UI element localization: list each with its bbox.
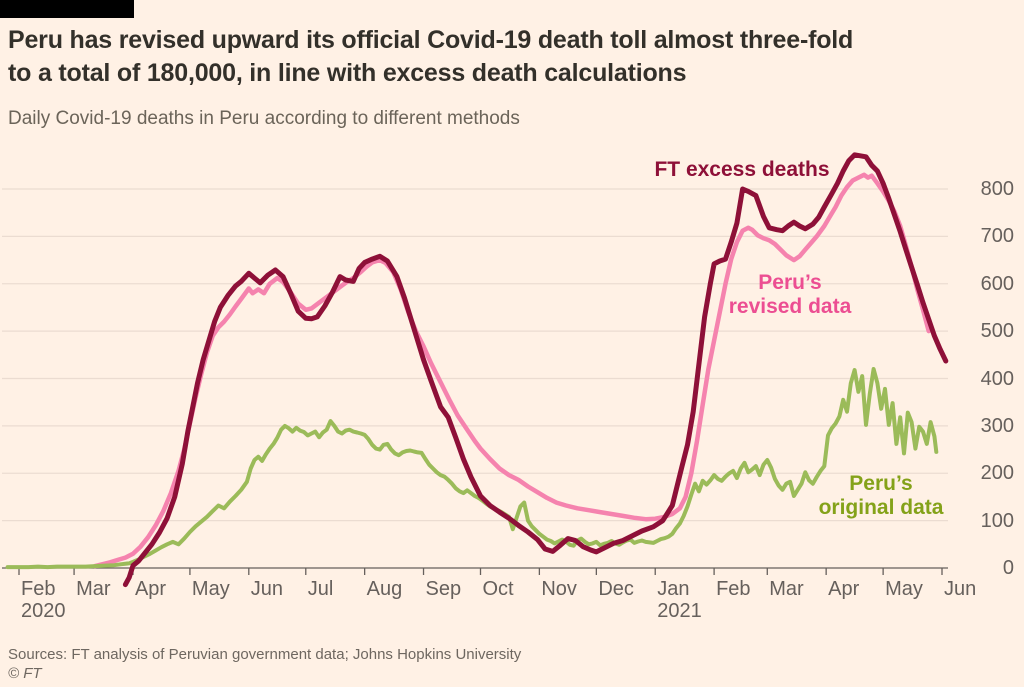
x-axis-label-feb-0: Feb (21, 578, 56, 600)
series-label-peru-s-revised-data: Peru’s revised data (728, 271, 852, 318)
x-axis-label-jan-11: Jan (657, 578, 690, 600)
x-axis-label-may-15: May (885, 578, 923, 600)
x-axis (2, 567, 948, 575)
y-axis-label-400: 400 (980, 367, 1014, 390)
y-axis-label-700: 700 (980, 225, 1014, 248)
y-axis-label-300: 300 (980, 414, 1014, 437)
x-axis-label-mar-13: Mar (769, 578, 804, 600)
gridlines (2, 188, 948, 522)
x-axis-label-feb-12: Feb (716, 578, 751, 600)
x-axis-label-dec-10: Dec (598, 578, 634, 600)
x-axis-year-label-2021: 2021 (657, 600, 702, 622)
chart-title-line1: Peru has revised upward its official Cov… (8, 26, 854, 54)
line-peru-s-revised-data (92, 172, 931, 569)
y-axis-label-200: 200 (980, 462, 1014, 485)
data-lines (5, 152, 949, 588)
x-axis-label-jul-5: Jul (307, 578, 334, 600)
copyright-note: © FT (8, 665, 42, 682)
series-label-peru-s-original-data: Peru’s original data (818, 472, 944, 519)
line-peru-s-original-data (5, 367, 939, 570)
y-axis-label-600: 600 (980, 272, 1014, 295)
x-axis-year-label-2020: 2020 (21, 600, 66, 622)
x-axis-label-nov-9: Nov (541, 578, 577, 600)
x-axis-label-may-3: May (191, 578, 230, 600)
ft-brand-bar (0, 0, 134, 18)
x-axis-label-apr-2: Apr (134, 578, 167, 600)
y-axis-label-800: 800 (980, 178, 1014, 200)
chart-title-line2: to a total of 180,000, in line with exce… (8, 59, 687, 87)
x-axis-label-aug-6: Aug (366, 578, 403, 600)
x-axis-label-oct-8: Oct (482, 578, 514, 600)
chart-subtitle: Daily Covid-19 deaths in Peru according … (8, 108, 520, 129)
x-axis-label-jun-16: Jun (944, 578, 977, 600)
line-ft-excess-deaths (122, 152, 949, 588)
y-axis-label-500: 500 (980, 320, 1014, 343)
y-axis-label-0: 0 (1002, 557, 1014, 579)
x-axis-label-mar-1: Mar (76, 578, 111, 600)
x-axis-label-jun-4: Jun (250, 578, 284, 600)
y-axis-label-100: 100 (980, 509, 1014, 532)
chart-title: Peru has revised upward its official Cov… (8, 24, 1008, 90)
source-note: Sources: FT analysis of Peruvian governm… (8, 646, 522, 663)
x-axis-label-apr-14: Apr (828, 578, 860, 600)
x-axis-label-sep-7: Sep (425, 578, 462, 600)
series-label-ft-excess-deaths: FT excess deaths (654, 158, 830, 181)
